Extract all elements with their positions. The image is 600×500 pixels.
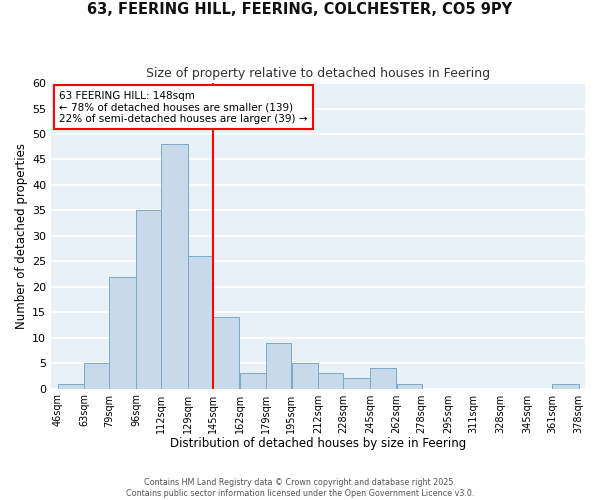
Bar: [213, 318, 239, 388]
Text: 63, FEERING HILL, FEERING, COLCHESTER, CO5 9PY: 63, FEERING HILL, FEERING, COLCHESTER, C…: [88, 2, 512, 18]
Bar: [343, 378, 370, 388]
Y-axis label: Number of detached properties: Number of detached properties: [15, 143, 28, 329]
Bar: [58, 384, 84, 388]
Text: Contains HM Land Registry data © Crown copyright and database right 2025.
Contai: Contains HM Land Registry data © Crown c…: [126, 478, 474, 498]
Bar: [161, 144, 188, 388]
Title: Size of property relative to detached houses in Feering: Size of property relative to detached ho…: [146, 68, 490, 80]
Bar: [188, 256, 213, 388]
Bar: [240, 374, 266, 388]
X-axis label: Distribution of detached houses by size in Feering: Distribution of detached houses by size …: [170, 437, 466, 450]
Bar: [370, 368, 397, 388]
Bar: [552, 384, 578, 388]
Bar: [109, 276, 136, 388]
Bar: [136, 210, 161, 388]
Bar: [318, 374, 343, 388]
Bar: [84, 363, 109, 388]
Text: 63 FEERING HILL: 148sqm
← 78% of detached houses are smaller (139)
22% of semi-d: 63 FEERING HILL: 148sqm ← 78% of detache…: [59, 90, 308, 124]
Bar: [397, 384, 422, 388]
Bar: [266, 343, 291, 388]
Bar: [292, 363, 318, 388]
